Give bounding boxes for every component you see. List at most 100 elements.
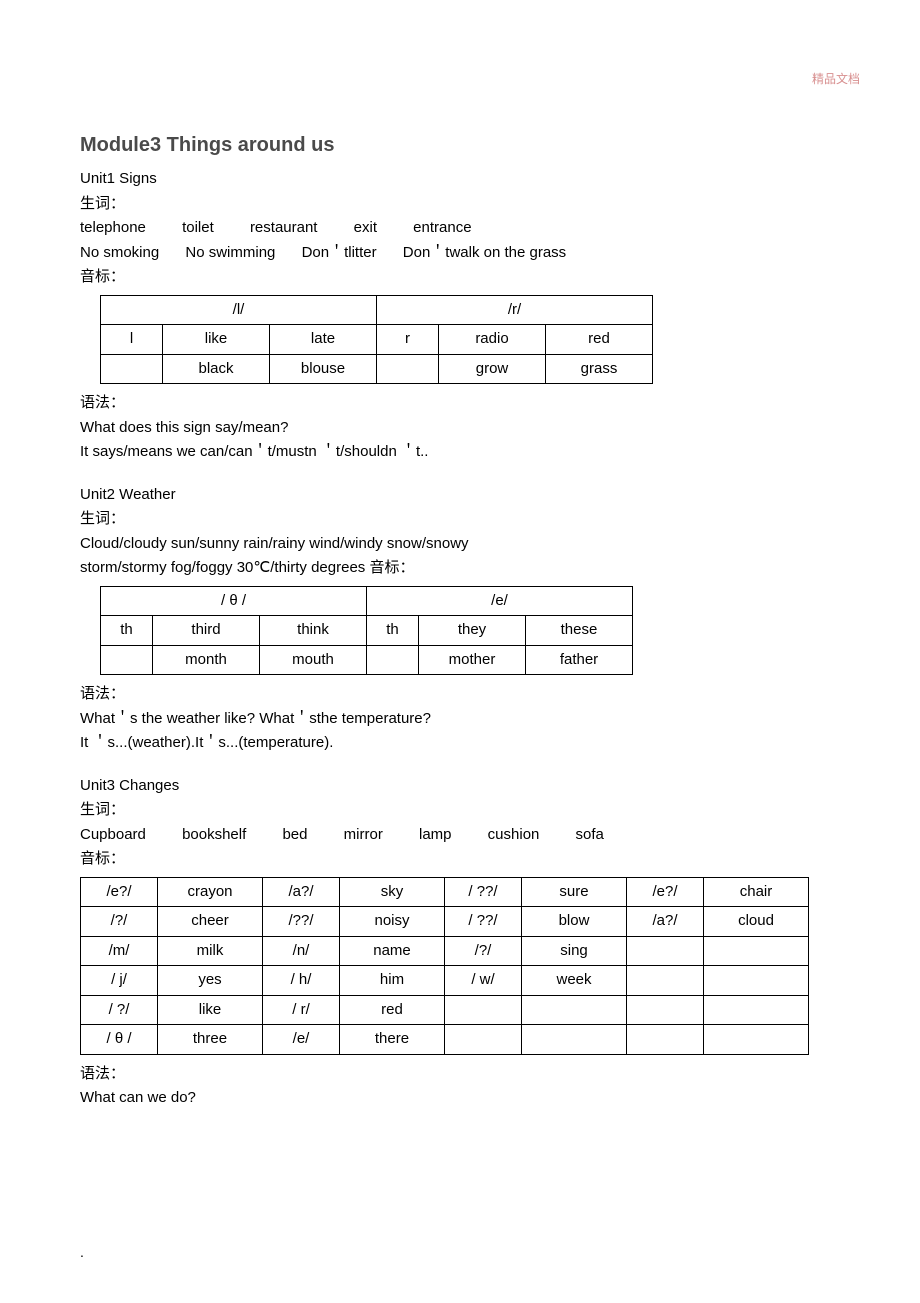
cell: / w/ [445, 966, 522, 996]
unit3-grammar-1: What can we do? [80, 1087, 840, 1110]
vocab-word: toilet [182, 217, 214, 240]
cell: think [260, 616, 367, 646]
unit1-title: Unit1 Signs [80, 168, 840, 191]
cell: noisy [340, 907, 445, 937]
cell: / h/ [263, 966, 340, 996]
vocab-word: Don＇tlitter [302, 242, 377, 265]
unit3-grammar-label: 语法： [80, 1063, 840, 1086]
cell: sure [522, 877, 627, 907]
cell: sky [340, 877, 445, 907]
cell: red [340, 995, 445, 1025]
cell: black [163, 354, 270, 384]
page: 精品文档 Module3 Things around us Unit1 Sign… [0, 0, 920, 1303]
cell: th [367, 616, 419, 646]
unit2-grammar-1: What＇s the weather like? What＇sthe tempe… [80, 708, 840, 731]
unit2-vocab-label: 生词： [80, 508, 840, 531]
vocab-word: Cupboard [80, 824, 146, 847]
cell: /a?/ [263, 877, 340, 907]
cell: like [158, 995, 263, 1025]
cell: father [526, 645, 633, 675]
cell: mother [419, 645, 526, 675]
unit2-vocab-line1: Cloud/cloudy sun/sunny rain/rainy wind/w… [80, 533, 840, 556]
cell [704, 995, 809, 1025]
cell [377, 354, 439, 384]
cell: grass [546, 354, 653, 384]
cell: they [419, 616, 526, 646]
unit3-title: Unit3 Changes [80, 775, 840, 798]
cell: / ?/ [81, 995, 158, 1025]
vocab-word: telephone [80, 217, 146, 240]
vocab-word: exit [354, 217, 377, 240]
unit2-grammar-label: 语法： [80, 683, 840, 706]
cell: /e?/ [81, 877, 158, 907]
cell: crayon [158, 877, 263, 907]
cell: / j/ [81, 966, 158, 996]
cell: cheer [158, 907, 263, 937]
cell: chair [704, 877, 809, 907]
vocab-word: lamp [419, 824, 452, 847]
unit2-title: Unit2 Weather [80, 484, 840, 507]
cell [101, 645, 153, 675]
unit1-phon-label: 音标： [80, 266, 840, 289]
cell [445, 995, 522, 1025]
unit3-phon-label: 音标： [80, 848, 840, 871]
cell: /a?/ [627, 907, 704, 937]
cell: / ??/ [445, 907, 522, 937]
cell [101, 354, 163, 384]
unit3-vocab-line1: Cupboard bookshelf bed mirror lamp cushi… [80, 824, 840, 847]
cell [627, 1025, 704, 1055]
cell: mouth [260, 645, 367, 675]
cell: /?/ [445, 936, 522, 966]
unit1-grammar-label: 语法： [80, 392, 840, 415]
cell: /e?/ [627, 877, 704, 907]
cell: cloud [704, 907, 809, 937]
cell: month [153, 645, 260, 675]
vocab-word: bed [282, 824, 307, 847]
cell: / r/ [263, 995, 340, 1025]
cell: these [526, 616, 633, 646]
unit1-vocab-line1: telephone toilet restaurant exit entranc… [80, 217, 840, 240]
vocab-word: restaurant [250, 217, 318, 240]
unit1-table: /l/ /r/ l like late r radio red black bl… [100, 295, 840, 385]
vocab-word: entrance [413, 217, 471, 240]
cell: sing [522, 936, 627, 966]
cell [522, 995, 627, 1025]
unit2-vocab-line2: storm/stormy fog/foggy 30℃/thirty degree… [80, 557, 840, 580]
cell: /m/ [81, 936, 158, 966]
cell [704, 966, 809, 996]
vocab-word: mirror [344, 824, 383, 847]
vocab-word: cushion [488, 824, 540, 847]
cell [367, 645, 419, 675]
unit1-vocab-label: 生词： [80, 193, 840, 216]
cell: him [340, 966, 445, 996]
cell: /?/ [81, 907, 158, 937]
cell: / θ / [81, 1025, 158, 1055]
cell: /e/ [263, 1025, 340, 1055]
cell: / θ / [101, 586, 367, 616]
unit1-grammar-1: What does this sign say/mean? [80, 417, 840, 440]
cell: red [546, 325, 653, 355]
unit2-grammar-2: It ＇s...(weather).It＇s...(temperature). [80, 732, 840, 755]
cell: /e/ [367, 586, 633, 616]
cell: /n/ [263, 936, 340, 966]
vocab-word: Don＇twalk on the grass [403, 242, 566, 265]
cell: th [101, 616, 153, 646]
vocab-word: sofa [576, 824, 604, 847]
cell: /l/ [101, 295, 377, 325]
cell [704, 1025, 809, 1055]
cell: r [377, 325, 439, 355]
footer-dot: . [80, 1242, 84, 1263]
vocab-word: No swimming [185, 242, 275, 265]
cell: third [153, 616, 260, 646]
cell: week [522, 966, 627, 996]
cell: radio [439, 325, 546, 355]
cell: l [101, 325, 163, 355]
cell [627, 966, 704, 996]
cell: /??/ [263, 907, 340, 937]
cell: there [340, 1025, 445, 1055]
cell: yes [158, 966, 263, 996]
unit3-table: /e?/ crayon /a?/ sky / ??/ sure /e?/ cha… [80, 877, 840, 1055]
unit3-vocab-label: 生词： [80, 799, 840, 822]
cell: / ??/ [445, 877, 522, 907]
cell: late [270, 325, 377, 355]
